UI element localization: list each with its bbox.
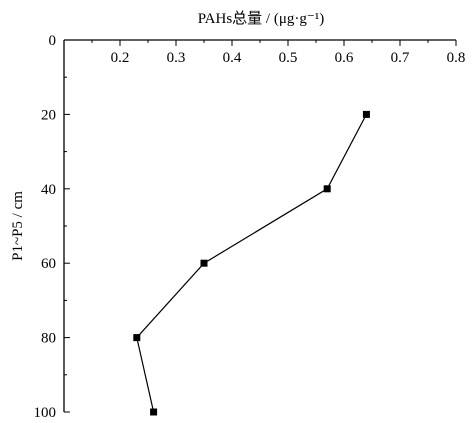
y-tick-label: 100 [34,405,57,421]
data-point-marker [323,185,331,193]
y-tick-label: 0 [49,33,57,49]
x-tick-label: 0.7 [391,50,410,66]
y-tick-label: 80 [41,331,56,347]
data-point-marker [150,408,158,416]
x-tick-label: 0.4 [223,50,242,66]
y-tick-label: 20 [41,107,56,123]
y-axis: 0 20 40 60 80 100 [34,33,70,421]
series-line [136,114,367,413]
data-series [133,110,370,416]
y-axis-title: P1~P5 / cm [10,191,26,261]
data-point-marker [133,334,141,342]
x-tick-label: 0.3 [167,50,186,66]
y-tick-label: 60 [41,256,56,272]
x-axis: 0.2 0.3 0.4 0.5 0.6 0.7 0.8 [63,39,466,66]
x-axis-title: PAHs总量 / (μg·g⁻¹) [198,10,325,27]
x-tick-label: 0.2 [111,50,130,66]
y-tick-label: 40 [41,182,56,198]
data-point-marker [200,259,208,267]
x-tick-label: 0.8 [447,50,466,66]
data-point-marker [362,110,370,118]
x-tick-label: 0.5 [279,50,298,66]
x-tick-label: 0.6 [335,50,354,66]
